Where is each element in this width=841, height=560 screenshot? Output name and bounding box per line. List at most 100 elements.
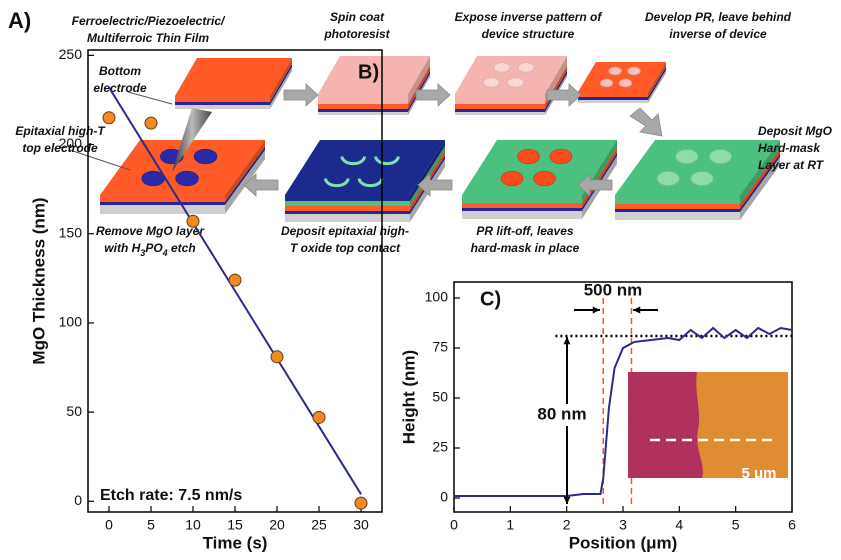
data-point [355,497,367,509]
y-tick-label: 0 [74,492,82,508]
inset-region [628,372,703,478]
slab-layer [462,211,582,219]
slab-layer [175,96,270,102]
slab-layer [100,202,225,205]
step-label: Hard-mask [758,141,821,155]
slab-layer [615,204,740,209]
feature [550,149,572,163]
step-label: Ferroelectric/Piezoelectric/ [72,14,226,28]
step-label: Deposit epitaxial high- [281,224,409,238]
slab-layer [175,105,270,109]
feature [609,67,622,75]
data-point [145,117,157,129]
scale-label: 5 μm [741,465,776,482]
slab-layer [318,109,408,112]
data-point [187,215,199,227]
feature [501,171,523,185]
panel-label: C) [480,288,501,310]
slab-layer [175,102,270,105]
feature [657,171,680,185]
feature [600,79,613,87]
x-tick-label: 3 [619,517,627,533]
step-label: with H3PO4 etch [104,241,195,258]
feature [483,78,499,88]
feature [691,171,714,185]
slab-layer [318,112,408,115]
y-axis-label: MgO Thickness (nm) [29,197,48,364]
step-label: hard-mask in place [471,241,580,255]
y-tick-label: 200 [59,135,83,151]
step-label: Bottom [99,64,141,78]
x-tick-label: 5 [732,517,740,533]
step-label-part: etch [168,241,196,255]
data-point [103,112,115,124]
step-label-part: PO [145,241,163,255]
feature [628,67,641,75]
slab-layer [100,205,225,214]
slab-layer [615,212,740,220]
step-label: T oxide top contact [290,241,401,255]
slab-layer [615,209,740,212]
feature [518,149,540,163]
data-point [313,411,325,423]
data-point [271,351,283,363]
data-point [229,274,241,286]
page: A) Ferroelectric/Piezoelectric/Multiferr… [0,0,841,560]
slab-layer [285,206,410,211]
x-tick-label: 4 [675,517,683,533]
slab-layer [318,104,408,109]
slab-layer [455,112,545,115]
y-tick-label: 25 [432,439,448,455]
step-label: Develop PR, leave behind [645,10,792,24]
slab-layer [578,92,648,97]
process-arrow [284,84,318,106]
x-tick-label: 30 [353,517,369,533]
slab-layer [455,109,545,112]
slab-layer [318,94,408,104]
annotation: 500 nm [584,280,643,299]
annotation: Etch rate: 7.5 nm/s [100,487,242,504]
x-axis-label: Position (μm) [569,533,678,552]
arrow-head [564,497,571,504]
step-label: PR lift-off, leaves [476,224,573,238]
y-tick-label: 0 [440,489,448,505]
y-tick-label: 250 [59,46,83,62]
feature [494,62,510,72]
annotation: 80 nm [537,404,586,423]
x-tick-label: 20 [269,517,285,533]
x-tick-label: 10 [185,517,201,533]
panel-label: A) [8,8,31,33]
y-tick-label: 50 [432,389,448,405]
x-tick-label: 0 [450,517,458,533]
feature [619,79,632,87]
arrow-head [593,307,600,314]
panel-label: B) [358,61,379,83]
feature [194,149,217,163]
feature [518,62,534,72]
x-axis-label: Time (s) [203,533,268,552]
y-tick-label: 100 [425,289,449,305]
slab-layer [285,214,410,222]
y-tick-label: 75 [432,339,448,355]
figure: A) Ferroelectric/Piezoelectric/Multiferr… [0,0,841,555]
slab-layer [100,195,225,202]
slab-layer [462,195,582,203]
slab-layer [462,208,582,211]
slab-layer [462,203,582,208]
slab-layer [578,97,648,100]
x-tick-label: 5 [147,517,155,533]
step-label-part: with H [104,241,140,255]
x-tick-label: 6 [788,517,796,533]
x-tick-label: 0 [105,517,113,533]
slab-layer [285,211,410,214]
feature [142,171,165,185]
y-tick-label: 50 [66,403,82,419]
x-tick-label: 2 [563,517,571,533]
step-label: Multiferroic Thin Film [87,31,209,45]
step-label: electrode [93,81,147,95]
arrow-head [633,307,640,314]
y-axis-label: Height (nm) [399,350,418,444]
slab-layer [615,195,740,204]
y-tick-label: 100 [59,314,83,330]
feature [534,171,556,185]
